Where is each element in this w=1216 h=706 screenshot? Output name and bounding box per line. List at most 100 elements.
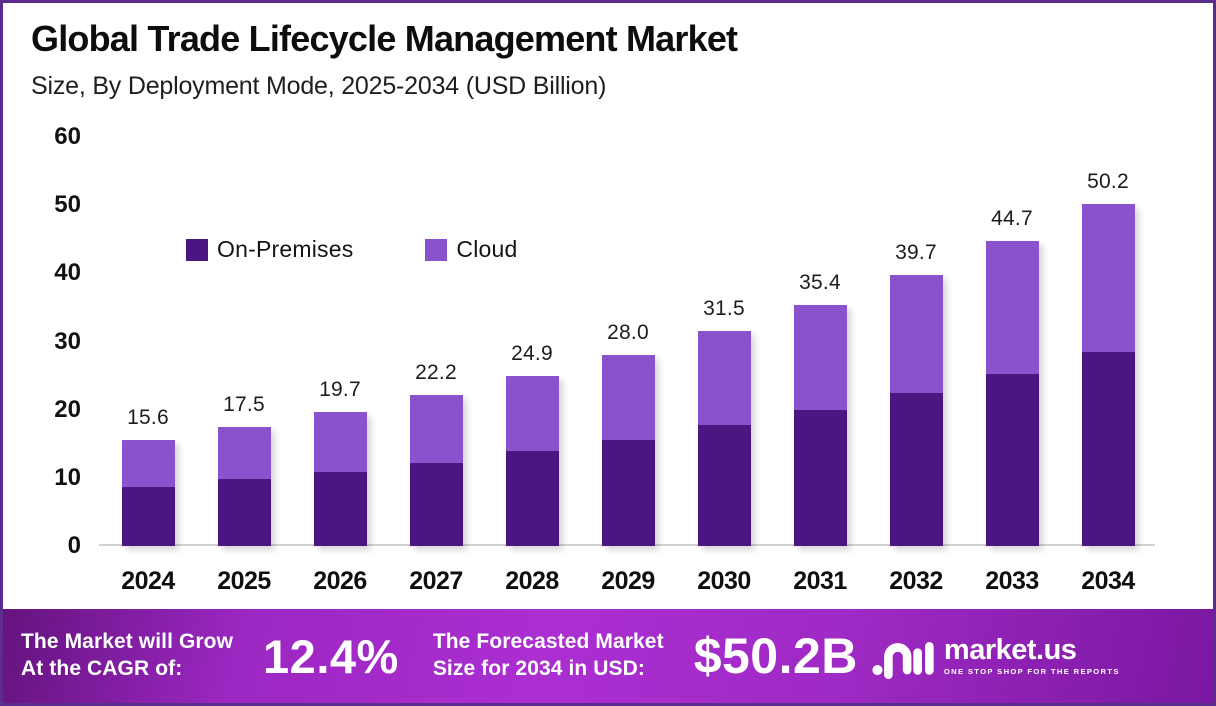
bar-total-label: 19.7 [319,377,361,401]
bar-group: 50.2 [1060,137,1156,546]
bar-segment-on-premises [697,425,751,546]
bar-segment-cloud [313,411,367,472]
x-axis-label: 2031 [793,567,847,595]
bar-segment-on-premises [1081,351,1135,546]
bar-segment-cloud [793,304,847,411]
bars-container: 15.6 17.5 19.7 22.2 24.9 28.0 31.5 35.4 39.7 44.7… [100,137,1156,546]
x-axis-label: 2027 [409,567,463,595]
bar-segment-on-premises [217,479,271,546]
bar-stack [601,355,655,546]
y-axis-tick-label: 0 [67,532,81,559]
bar-group: 35.4 [772,137,868,546]
brand-tagline: ONE STOP SHOP FOR THE REPORTS [943,667,1120,677]
bar-group: 39.7 [868,137,964,546]
x-axis-label: 2024 [121,567,175,595]
forecast-caption-line2: Size for 2034 in USD: [432,657,645,680]
bar-segment-on-premises [985,373,1039,546]
bar-segment-cloud [1081,203,1135,352]
forecast-caption: The Forecasted Market Size for 2034 in U… [433,629,664,683]
brand-logo: market.us ONE STOP SHOP FOR THE REPORTS [872,631,1120,681]
bar-group: 19.7 [292,137,388,546]
bar-segment-on-premises [793,410,847,546]
x-axis-labels: 2024 2025 2026 2027 2028 2029 2030 2031 2032 2033… [100,567,1156,596]
x-axis-label: 2025 [217,567,271,595]
page-subtitle: Size, By Deployment Mode, 2025-2034 (USD… [31,71,607,100]
x-axis-label: 2028 [505,567,559,595]
bar-total-label: 24.9 [511,342,553,366]
x-axis-label: 2032 [889,567,943,595]
y-axis-tick-label: 50 [54,191,81,219]
bar-stack [217,426,271,546]
forecast-value: $50.2B [693,628,858,684]
bar-segment-cloud [889,275,943,394]
bar-segment-cloud [697,331,751,426]
bar-segment-on-premises [121,487,175,546]
market-us-icon [872,641,934,680]
bar-total-label: 31.5 [703,297,745,321]
bar-segment-cloud [601,355,655,440]
y-axis-tick-label: 40 [54,259,81,287]
bar-group: 22.2 [388,137,484,546]
cagr-caption-line1: The Market will Grow [21,630,234,654]
cagr-value: 12.4% [263,629,399,683]
bar-stack [505,376,559,546]
page-title: Global Trade Lifecycle Management Market [31,18,738,59]
bar-stack [889,275,943,546]
bar-segment-cloud [985,241,1039,374]
x-axis-label: 2030 [697,567,751,595]
bar-group: 15.6 [100,137,196,546]
bar-segment-on-premises [409,462,463,546]
bar-stack [121,439,175,546]
x-axis-label: 2026 [313,567,367,595]
legend-swatch-cloud [425,238,448,261]
bar-stack [697,331,751,546]
bar-total-label: 50.2 [1087,169,1129,193]
bar-total-label: 15.6 [127,405,169,429]
bar-segment-cloud [217,426,271,480]
bar-segment-on-premises [505,451,559,546]
y-axis-tick-label: 10 [54,463,81,491]
x-axis-label: 2029 [601,567,655,595]
bar-segment-on-premises [601,439,655,546]
bar-group: 17.5 [196,137,292,546]
brand-text: market.us ONE STOP SHOP FOR THE REPORTS [944,636,1120,676]
bar-stack [985,241,1039,546]
legend-item-cloud: Cloud [425,236,517,263]
legend-swatch-on-premises [186,238,208,261]
bar-group: 28.0 [580,137,676,546]
forecast-caption-line1: The Forecasted Market [432,630,664,654]
bar-total-label: 44.7 [991,207,1033,231]
legend-label-on-premises: On-Premises [217,236,354,262]
y-axis-tick-label: 20 [54,395,81,423]
bar-total-label: 35.4 [799,270,841,294]
y-axis-tick-label: 30 [54,327,81,355]
bar-stack [409,394,463,546]
legend-label-cloud: Cloud [456,236,518,262]
bar-segment-cloud [505,376,559,452]
chart-header: Global Trade Lifecycle Management Market… [31,18,738,101]
x-axis-label: 2033 [985,567,1039,595]
y-axis-tick-label: 60 [54,123,81,150]
y-axis: 0 10 20 30 40 50 60 [29,3,81,603]
x-axis-label: 2034 [1081,567,1135,595]
bar-segment-cloud [409,394,463,463]
cagr-caption-line2: At the CAGR of: [21,657,183,680]
bar-segment-on-premises [313,471,367,546]
bar-total-label: 39.7 [895,241,937,265]
bar-group: 44.7 [964,137,1060,546]
cagr-caption: The Market will Grow At the CAGR of: [21,629,233,683]
bar-segment-cloud [121,439,175,488]
bar-stack [313,411,367,546]
bar-total-label: 17.5 [223,392,265,416]
bar-stack [1081,203,1135,546]
bar-group: 31.5 [676,137,772,546]
chart-legend: On-Premises Cloud [186,236,518,263]
bar-total-label: 28.0 [607,321,649,345]
bar-group: 24.9 [484,137,580,546]
brand-name: market.us [943,634,1077,667]
footer-banner: The Market will Grow At the CAGR of: 12.… [3,609,1213,703]
bar-stack [793,304,847,546]
legend-item-on-premises: On-Premises [186,236,353,263]
bar-segment-on-premises [889,393,943,546]
